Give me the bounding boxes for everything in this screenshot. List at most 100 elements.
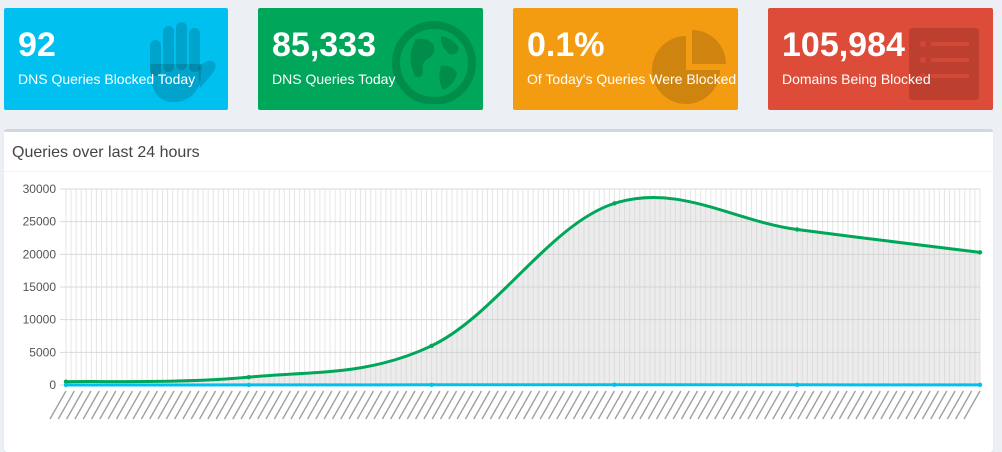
x-tick-mark bbox=[333, 391, 349, 419]
x-tick-mark bbox=[756, 391, 772, 419]
x-tick-mark bbox=[208, 391, 224, 419]
x-tick-mark bbox=[291, 391, 307, 419]
x-tick-mark bbox=[50, 391, 66, 419]
x-tick-mark bbox=[615, 391, 631, 419]
x-tick-mark bbox=[657, 391, 673, 419]
x-tick-mark bbox=[856, 391, 872, 419]
x-tick-mark bbox=[399, 391, 415, 419]
stat-domains-value: 105,984 bbox=[782, 28, 905, 62]
x-tick-mark bbox=[798, 391, 814, 419]
y-tick-label: 15000 bbox=[23, 280, 57, 294]
y-tick-label: 5000 bbox=[29, 345, 56, 359]
x-tick-mark bbox=[582, 391, 598, 419]
x-tick-mark bbox=[183, 391, 199, 419]
x-tick-mark bbox=[258, 391, 274, 419]
stat-percent-value: 0.1% bbox=[527, 28, 605, 62]
x-tick-mark bbox=[92, 391, 108, 419]
x-tick-mark bbox=[839, 391, 855, 419]
x-tick-mark bbox=[864, 391, 880, 419]
data-point-series-1 bbox=[247, 383, 251, 387]
x-tick-mark bbox=[947, 391, 963, 419]
x-tick-mark bbox=[216, 391, 232, 419]
x-tick-mark bbox=[116, 391, 132, 419]
x-tick-mark bbox=[598, 391, 614, 419]
list-icon bbox=[901, 18, 987, 104]
hand-icon bbox=[136, 18, 222, 104]
x-tick-mark bbox=[449, 391, 465, 419]
x-tick-mark bbox=[590, 391, 606, 419]
data-point-series-0 bbox=[795, 227, 799, 231]
x-tick-mark bbox=[416, 391, 432, 419]
x-tick-mark bbox=[814, 391, 830, 419]
x-tick-mark bbox=[100, 391, 116, 419]
x-tick-mark bbox=[441, 391, 457, 419]
x-tick-mark bbox=[233, 391, 249, 419]
x-tick-mark bbox=[382, 391, 398, 419]
x-tick-mark bbox=[490, 391, 506, 419]
x-tick-mark bbox=[224, 391, 240, 419]
data-point-series-0 bbox=[612, 201, 616, 205]
stat-box-domains: 105,984 Domains Being Blocked bbox=[768, 8, 993, 110]
x-tick-mark bbox=[623, 391, 639, 419]
x-tick-mark bbox=[175, 391, 191, 419]
x-tick-mark bbox=[299, 391, 315, 419]
x-tick-mark bbox=[108, 391, 124, 419]
panel-title: Queries over last 24 hours bbox=[12, 144, 200, 162]
data-point-series-1 bbox=[612, 383, 616, 387]
x-tick-mark bbox=[249, 391, 265, 419]
x-tick-mark bbox=[640, 391, 656, 419]
x-tick-mark bbox=[723, 391, 739, 419]
y-tick-label: 0 bbox=[49, 378, 56, 392]
x-tick-mark bbox=[765, 391, 781, 419]
x-tick-mark bbox=[465, 391, 481, 419]
y-tick-label: 20000 bbox=[23, 247, 57, 261]
stat-box-percent: 0.1% Of Today's Queries Were Blocked bbox=[513, 8, 738, 110]
x-tick-mark bbox=[515, 391, 531, 419]
x-tick-mark bbox=[632, 391, 648, 419]
x-tick-mark bbox=[75, 391, 91, 419]
x-tick-mark bbox=[790, 391, 806, 419]
x-tick-mark bbox=[374, 391, 390, 419]
y-tick-label: 25000 bbox=[23, 215, 57, 229]
x-tick-mark bbox=[964, 391, 980, 419]
stat-percent-label: Of Today's Queries Were Blocked bbox=[527, 72, 736, 86]
stat-box-blocked: 92 DNS Queries Blocked Today bbox=[4, 8, 228, 110]
x-tick-mark bbox=[241, 391, 257, 419]
x-tick-mark bbox=[133, 391, 149, 419]
x-tick-mark bbox=[474, 391, 490, 419]
x-tick-mark bbox=[673, 391, 689, 419]
pie-chart-icon bbox=[646, 18, 732, 104]
data-point-series-1 bbox=[429, 383, 433, 387]
x-tick-mark bbox=[573, 391, 589, 419]
x-tick-mark bbox=[67, 391, 83, 419]
x-tick-mark bbox=[823, 391, 839, 419]
x-tick-mark bbox=[200, 391, 216, 419]
x-tick-mark bbox=[432, 391, 448, 419]
data-point-series-0 bbox=[978, 250, 982, 254]
x-tick-mark bbox=[881, 391, 897, 419]
x-tick-mark bbox=[424, 391, 440, 419]
x-tick-mark bbox=[665, 391, 681, 419]
x-tick-mark bbox=[357, 391, 373, 419]
x-tick-mark bbox=[748, 391, 764, 419]
x-tick-mark bbox=[557, 391, 573, 419]
y-tick-label: 10000 bbox=[23, 313, 57, 327]
stat-queries-value: 85,333 bbox=[272, 28, 376, 62]
queries-chart-panel: Queries over last 24 hours 0 5000 10000 150… bbox=[4, 129, 993, 452]
x-tick-mark bbox=[740, 391, 756, 419]
x-tick-mark bbox=[316, 391, 332, 419]
stat-queries-label: DNS Queries Today bbox=[272, 72, 395, 86]
x-tick-mark bbox=[731, 391, 747, 419]
x-tick-mark bbox=[499, 391, 515, 419]
stat-blocked-label: DNS Queries Blocked Today bbox=[18, 72, 195, 86]
data-point-series-1 bbox=[795, 383, 799, 387]
x-tick-mark bbox=[648, 391, 664, 419]
x-tick-mark bbox=[706, 391, 722, 419]
x-tick-mark bbox=[848, 391, 864, 419]
x-tick-mark bbox=[939, 391, 955, 419]
x-tick-mark bbox=[524, 391, 540, 419]
x-tick-mark bbox=[715, 391, 731, 419]
x-tick-mark bbox=[698, 391, 714, 419]
x-tick-mark bbox=[565, 391, 581, 419]
